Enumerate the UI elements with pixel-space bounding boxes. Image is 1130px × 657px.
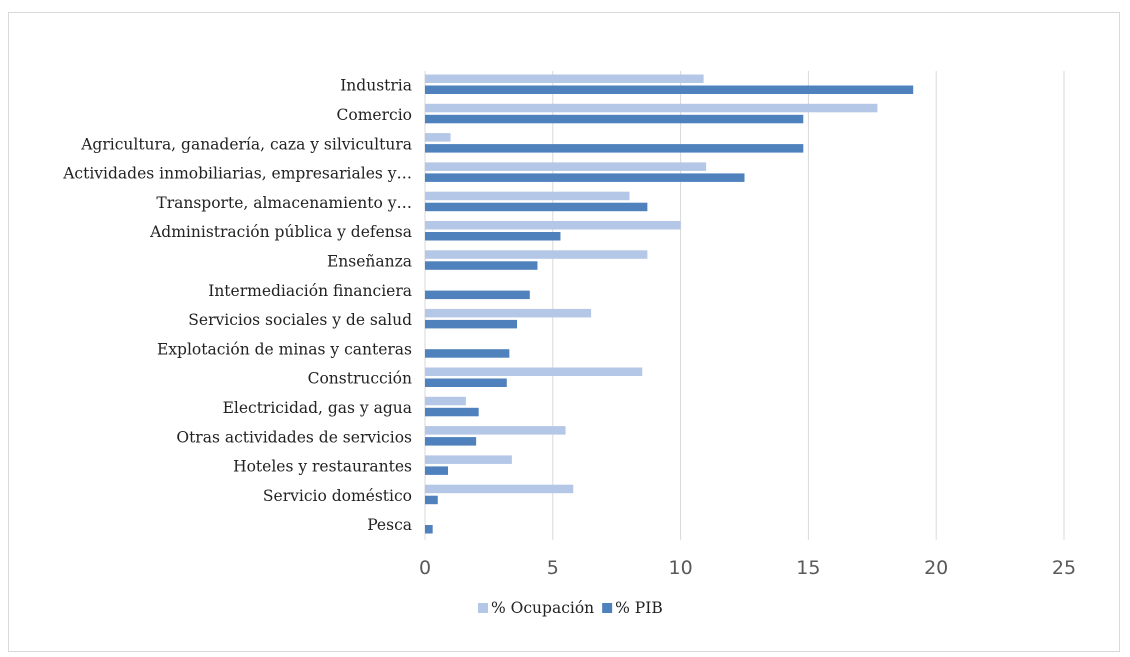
category-label: Administración pública y defensa [149,223,412,241]
bar-ocupacion [425,250,648,259]
category-label: Comercio [337,106,412,124]
category-label: Servicios sociales y de salud [188,311,412,329]
legend-swatch [478,603,488,613]
bar-pib [425,85,914,94]
bar-pib [425,407,479,417]
bar-pib [425,437,477,446]
bar-ocupacion [425,484,574,494]
bar-chart: Industria Comercio Agricultura, ganadería,… [62,71,1076,617]
bar-pib [425,319,518,329]
gridlines [424,71,1065,540]
x-tick-label: 5 [547,557,559,579]
legend-label: % Ocupación [491,599,594,617]
x-tick-label: 15 [796,557,820,579]
bar-ocupacion [425,396,466,406]
category-label: Otras actividades de servicios [176,428,412,446]
bar-ocupacion [425,103,878,113]
category-label: Hoteles y restaurantes [233,458,412,476]
bar-pib [425,232,561,241]
bar-pib [425,466,449,475]
bar-ocupacion [425,455,512,464]
bar-pib [425,290,530,300]
category-label: Enseñanza [327,252,412,270]
bar-ocupacion [425,367,643,376]
bar-ocupacion [425,308,592,318]
category-label: Servicio doméstico [263,487,412,505]
category-label: Electricidad, gas y agua [223,399,412,417]
category-label: Explotación de minas y canteras [157,340,412,358]
x-tick-label: 0 [419,557,431,579]
legend-label: % PIB [615,599,663,617]
bar-pib [425,114,804,124]
category-label: Pesca [367,516,412,534]
category-label: Intermediación financiera [208,282,412,300]
category-labels: Industria Comercio Agricultura, ganadería,… [62,77,412,535]
bars [425,74,914,534]
bar-pib [425,261,538,270]
x-tick-label: 20 [924,557,948,579]
bar-pib [425,144,804,153]
chart-frame: Industria Comercio Agricultura, ganadería,… [8,12,1120,652]
legend: % Ocupación % PIB [478,599,663,617]
bar-pib [425,378,507,387]
bar-ocupacion [425,191,630,201]
category-label: Industria [340,77,412,95]
bar-ocupacion [425,162,707,171]
x-tick-labels: 0 5 10 15 20 25 [419,557,1076,579]
bar-pib [425,349,510,358]
bar-pib [425,525,433,534]
bar-ocupacion [425,74,704,83]
category-label: Construcción [308,370,412,388]
x-tick-label: 25 [1052,557,1076,579]
bar-pib [425,495,438,505]
bar-pib [425,173,745,182]
bar-pib [425,202,648,212]
category-label: Actividades inmobiliarias, empresariales… [62,165,412,183]
bar-ocupacion [425,426,566,435]
category-label: Agricultura, ganadería, caza y silvicult… [80,135,412,153]
legend-swatch [602,603,613,613]
x-tick-label: 10 [669,557,693,579]
bar-ocupacion [425,221,681,230]
category-label: Transporte, almacenamiento y… [156,194,412,212]
bar-ocupacion [425,133,451,142]
